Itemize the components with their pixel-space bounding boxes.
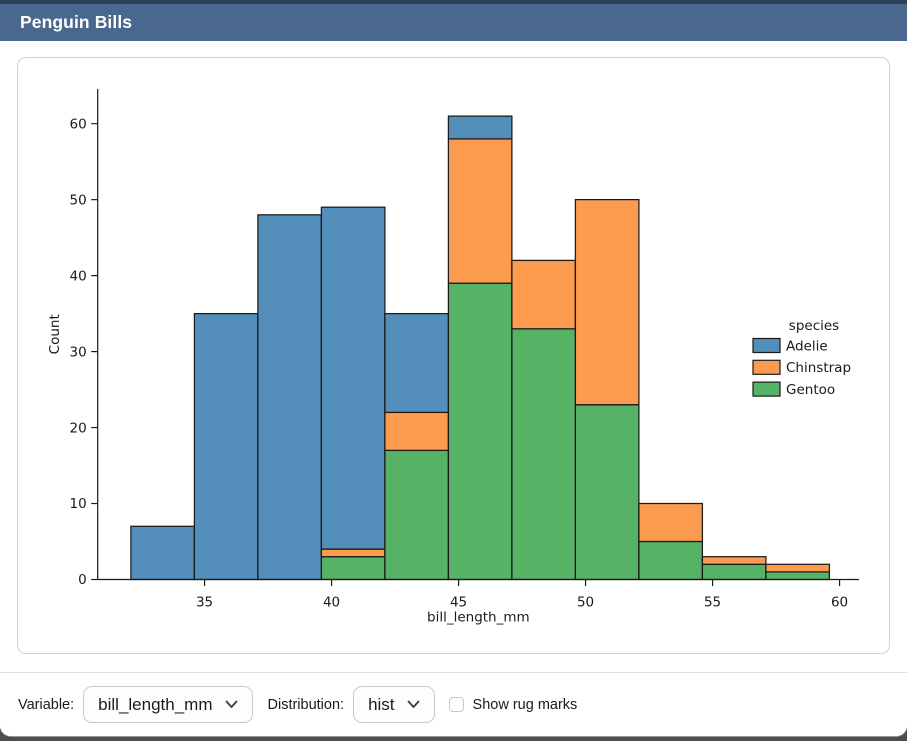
histogram-bar-segment-adelie	[320, 206, 386, 550]
histogram-bar-segment-gentoo	[384, 449, 450, 581]
legend-label-chinstrap: Chinstrap	[786, 360, 851, 376]
legend-swatch-chinstrap	[752, 359, 781, 375]
histogram-bar-segment-adelie	[384, 312, 450, 414]
y-tick-label: 0	[78, 572, 87, 588]
chart-card: 0 10 20 30 40 50 60 35 40 45 50 55 60 bill_length_mm C…	[17, 57, 890, 654]
histogram-bar-segment-chinstrap	[765, 563, 831, 573]
y-axis-label: Count	[47, 314, 63, 354]
variable-select-value: bill_length_mm	[98, 694, 213, 714]
histogram-bar-segment-chinstrap	[701, 556, 767, 565]
histogram-bar-segment-gentoo	[701, 563, 767, 581]
y-tick-label: 30	[70, 344, 87, 360]
y-tick-label: 60	[70, 116, 87, 132]
histogram-bar-segment-gentoo	[320, 556, 386, 581]
distribution-label: Distribution:	[267, 696, 345, 713]
histogram-bar-segment-chinstrap	[511, 259, 577, 330]
chevron-down-icon	[225, 700, 237, 708]
chevron-down-icon	[407, 700, 419, 708]
histogram-bar-segment-gentoo	[765, 571, 831, 581]
x-tick-label: 40	[323, 595, 340, 611]
app-header: Penguin Bills	[0, 0, 907, 41]
legend-swatch-gentoo	[752, 381, 781, 397]
histogram-bar-segment-adelie	[447, 115, 513, 140]
histogram-bar-segment-adelie	[130, 525, 196, 581]
variable-label: Variable:	[18, 696, 75, 713]
histogram-bar-segment-gentoo	[447, 282, 513, 581]
distribution-select-value: hist	[368, 694, 395, 714]
histogram-bar-segment-gentoo	[638, 540, 704, 581]
rug-checkbox[interactable]	[448, 697, 464, 712]
control-bar: Variable: bill_length_mm Distribution: h…	[0, 672, 907, 736]
histogram-bar-segment-chinstrap	[574, 198, 640, 406]
histogram-bar-segment-gentoo	[574, 404, 640, 581]
x-tick-label: 35	[196, 595, 213, 611]
variable-select[interactable]: bill_length_mm	[83, 686, 253, 723]
distribution-select[interactable]: hist	[353, 686, 435, 723]
legend-title: species	[789, 318, 839, 334]
histogram-bar-segment-chinstrap	[384, 411, 450, 452]
y-tick-label: 10	[70, 496, 87, 512]
legend-swatch-adelie	[752, 337, 781, 354]
y-tick-label: 50	[70, 192, 87, 208]
histogram-bar-segment-chinstrap	[447, 138, 513, 284]
y-tick-label: 20	[70, 420, 87, 436]
legend-label-adelie: Adelie	[786, 338, 828, 354]
histogram-bar-segment-gentoo	[511, 328, 577, 581]
histogram-chart-svg: 0 10 20 30 40 50 60 35 40 45 50 55 60 bill_length_mm C…	[47, 89, 859, 626]
x-tick-label: 45	[450, 595, 467, 611]
histogram-bar-segment-chinstrap	[638, 502, 704, 543]
x-tick-label: 50	[577, 595, 594, 611]
x-axis-label: bill_length_mm	[427, 610, 530, 626]
x-tick-label: 55	[704, 595, 721, 611]
rug-label[interactable]: Show rug marks	[472, 696, 578, 713]
histogram-bar-segment-chinstrap	[320, 548, 386, 558]
app-title: Penguin Bills	[20, 12, 133, 32]
histogram-bar-segment-adelie	[193, 312, 259, 581]
histogram-bar-segment-adelie	[257, 214, 323, 581]
y-tick-label: 40	[70, 268, 87, 284]
legend-label-gentoo: Gentoo	[786, 382, 835, 398]
x-tick-label: 60	[831, 595, 848, 611]
